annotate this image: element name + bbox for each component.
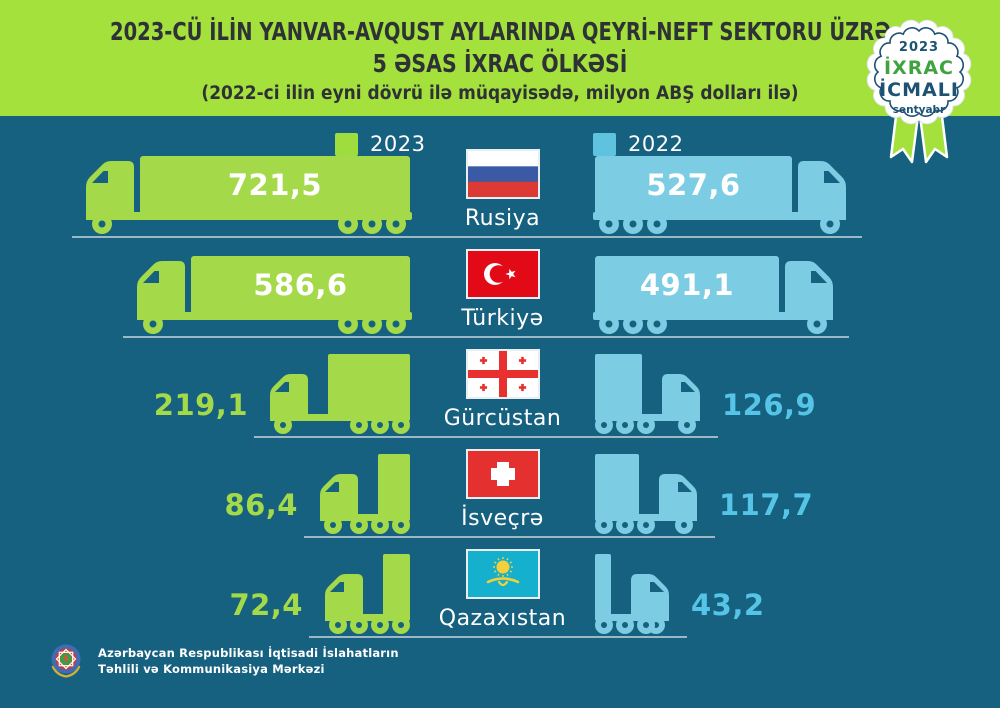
value-2022: 43,2: [691, 588, 765, 622]
truck-icon: [593, 256, 833, 334]
country-label: İsveçrə: [461, 506, 544, 531]
zone-2022: 491,1: [593, 250, 1000, 336]
truck-icon: [593, 156, 846, 234]
truck-2023: [308, 450, 412, 536]
truck-icon: [137, 256, 412, 334]
country-row-kazakhstan: 72,4 Qazaxıstan 43,2: [0, 538, 1000, 638]
ground-line: [304, 536, 715, 538]
truck-icon: [595, 354, 700, 434]
country-row-russia: 721,5 Rusiya 527,6: [0, 149, 1000, 238]
value-2023: 72,4: [229, 588, 303, 622]
azerbaijan-emblem-icon: [51, 644, 81, 678]
truck-icon: [270, 354, 410, 434]
legend-2022: 2022: [593, 131, 683, 157]
country-label: Türkiyə: [461, 306, 544, 331]
value-2022: 527,6: [646, 168, 741, 202]
zone-country: Gürcüstan: [412, 349, 593, 431]
truck-2022: [593, 450, 709, 536]
zone-2023: 721,5: [0, 150, 412, 236]
flag-switzerland-icon: [465, 449, 540, 499]
value-2022: 491,1: [639, 268, 735, 302]
legend-2023-swatch: [335, 132, 358, 156]
badge-rosette-icon: [866, 19, 972, 125]
flag-kazakhstan-icon: [465, 549, 540, 599]
legend-2022-swatch: [593, 132, 616, 156]
truck-icon: [325, 554, 410, 634]
zone-2023: 86,4: [0, 450, 412, 536]
zone-2022: 117,7: [593, 450, 1000, 536]
truck-2023: [258, 350, 412, 436]
badge-year: 2023: [899, 40, 939, 55]
zone-country: Türkiyə: [412, 249, 593, 331]
legend-2023: 2023: [335, 131, 425, 157]
truck-2022: 527,6: [593, 150, 856, 236]
ground-line: [72, 236, 862, 238]
truck-icon: [595, 554, 669, 634]
badge-month: sentyabr: [893, 104, 946, 116]
value-2023: 86,4: [224, 488, 298, 522]
zone-2023: 219,1: [0, 350, 412, 436]
country-row-georgia: 219,1 Gürcüstan 126,9: [0, 338, 1000, 438]
badge-title-line1: İXRAC: [884, 55, 954, 79]
ground-line: [123, 336, 849, 338]
badge-rosette-ring-icon: [874, 27, 964, 117]
zone-2023: 586,6: [0, 250, 412, 336]
country-row-switzerland: 86,4 İsveçrə 117,7: [0, 438, 1000, 538]
org-name-line2: Təhlili və Kommunikasiya Mərkəzi: [98, 662, 325, 676]
zone-country: Rusiya: [412, 149, 593, 231]
truck-icon: [595, 454, 697, 534]
truck-icon: [320, 454, 410, 534]
zone-2022: 527,6: [593, 150, 1000, 236]
page-title-line1: 2023-CÜ İLİN YANVAR-AVQUST AYLARINDA QEY…: [110, 17, 891, 46]
org-name-line1: Azərbaycan Respublikası İqtisadi İslahat…: [98, 646, 399, 660]
truck-icon: [86, 156, 412, 234]
header-band: 2023-CÜ İLİN YANVAR-AVQUST AYLARINDA QEY…: [0, 0, 1000, 116]
zone-country: Qazaxıstan: [412, 549, 593, 631]
country-label: Qazaxıstan: [438, 606, 567, 631]
value-2022: 117,7: [719, 488, 814, 522]
page-title-line2: 5 ƏSAS İXRAC ÖLKƏSİ: [372, 49, 628, 78]
page-subtitle: (2022-ci ilin eyni dövrü ilə müqayisədə,…: [201, 83, 799, 104]
value-2023: 721,5: [227, 168, 323, 202]
flag-turkiye-icon: [465, 249, 540, 299]
value-2022: 126,9: [722, 388, 817, 422]
legend-2023-label: 2023: [370, 132, 426, 156]
flag-russia-icon: [465, 149, 540, 199]
ground-line: [254, 436, 718, 438]
truck-2022: [593, 350, 712, 436]
zone-2023: 72,4: [0, 550, 412, 636]
legend-2022-label: 2022: [628, 132, 684, 156]
value-2023: 586,6: [253, 268, 348, 302]
value-2023: 219,1: [153, 388, 248, 422]
zone-country: İsveçrə: [412, 449, 593, 531]
footer-logo-block: Azərbaycan Respublikası İqtisadi İslahat…: [46, 641, 399, 681]
ground-line: [309, 636, 687, 638]
chart-rows: 721,5 Rusiya 527,6 586,6 Türkiyə 491,1 21…: [0, 149, 1000, 638]
country-label: Rusiya: [464, 206, 541, 231]
badge-title-line2: İCMALI: [879, 77, 959, 101]
zone-2022: 43,2: [593, 550, 1000, 636]
country-row-turkiye: 586,6 Türkiyə 491,1: [0, 238, 1000, 338]
country-label: Gürcüstan: [443, 406, 562, 431]
truck-2022: [593, 550, 681, 636]
export-review-badge: 2023 İXRAC İCMALI sentyabr: [866, 19, 972, 164]
zone-2022: 126,9: [593, 350, 1000, 436]
truck-2023: [313, 550, 412, 636]
truck-2022: 491,1: [593, 250, 843, 336]
truck-2023: 721,5: [76, 150, 412, 236]
flag-georgia-icon: [465, 349, 540, 399]
truck-2023: 586,6: [127, 250, 412, 336]
